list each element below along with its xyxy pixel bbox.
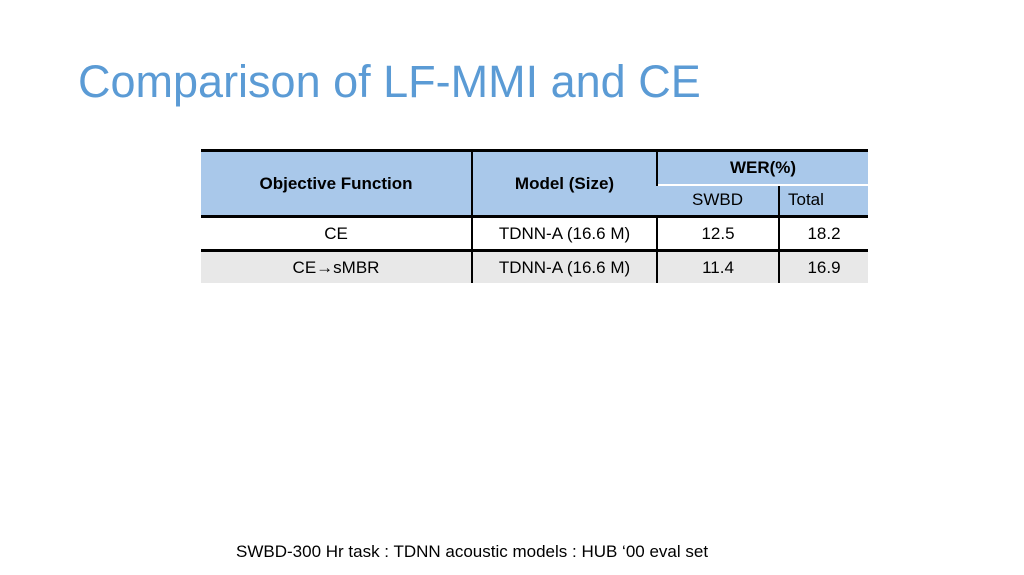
header-cell: Model (Size) [471,149,657,217]
table-cell: TDNN-A (16.6 M) [471,215,657,251]
header-cell: Objective Function [201,149,472,217]
table-row: CE TDNN-A (16.6 M) 12.5 18.2 [201,215,868,251]
table-cell: TDNN-A (16.6 M) [471,249,657,283]
subheader-cell: SWBD [657,183,779,217]
table-cell: 12.5 [656,215,779,251]
slide-title: Comparison of LF-MMI and CE [78,56,701,107]
header-cell: WER(%) [656,149,868,185]
footnote: SWBD-300 Hr task : TDNN acoustic models … [236,542,709,561]
table-cell: CE [201,215,472,251]
table-cell: 11.4 [656,249,779,283]
subheader-cell: Total [778,183,868,217]
table-cell: CE→sMBR [201,249,472,283]
table-cell: 16.9 [778,249,868,283]
table-row: CE→sMBR TDNN-A (16.6 M) 11.4 16.9 [201,249,868,283]
table-cell: 18.2 [778,215,868,251]
results-table: Objective Function Model (Size) WER(%) S… [201,149,868,283]
